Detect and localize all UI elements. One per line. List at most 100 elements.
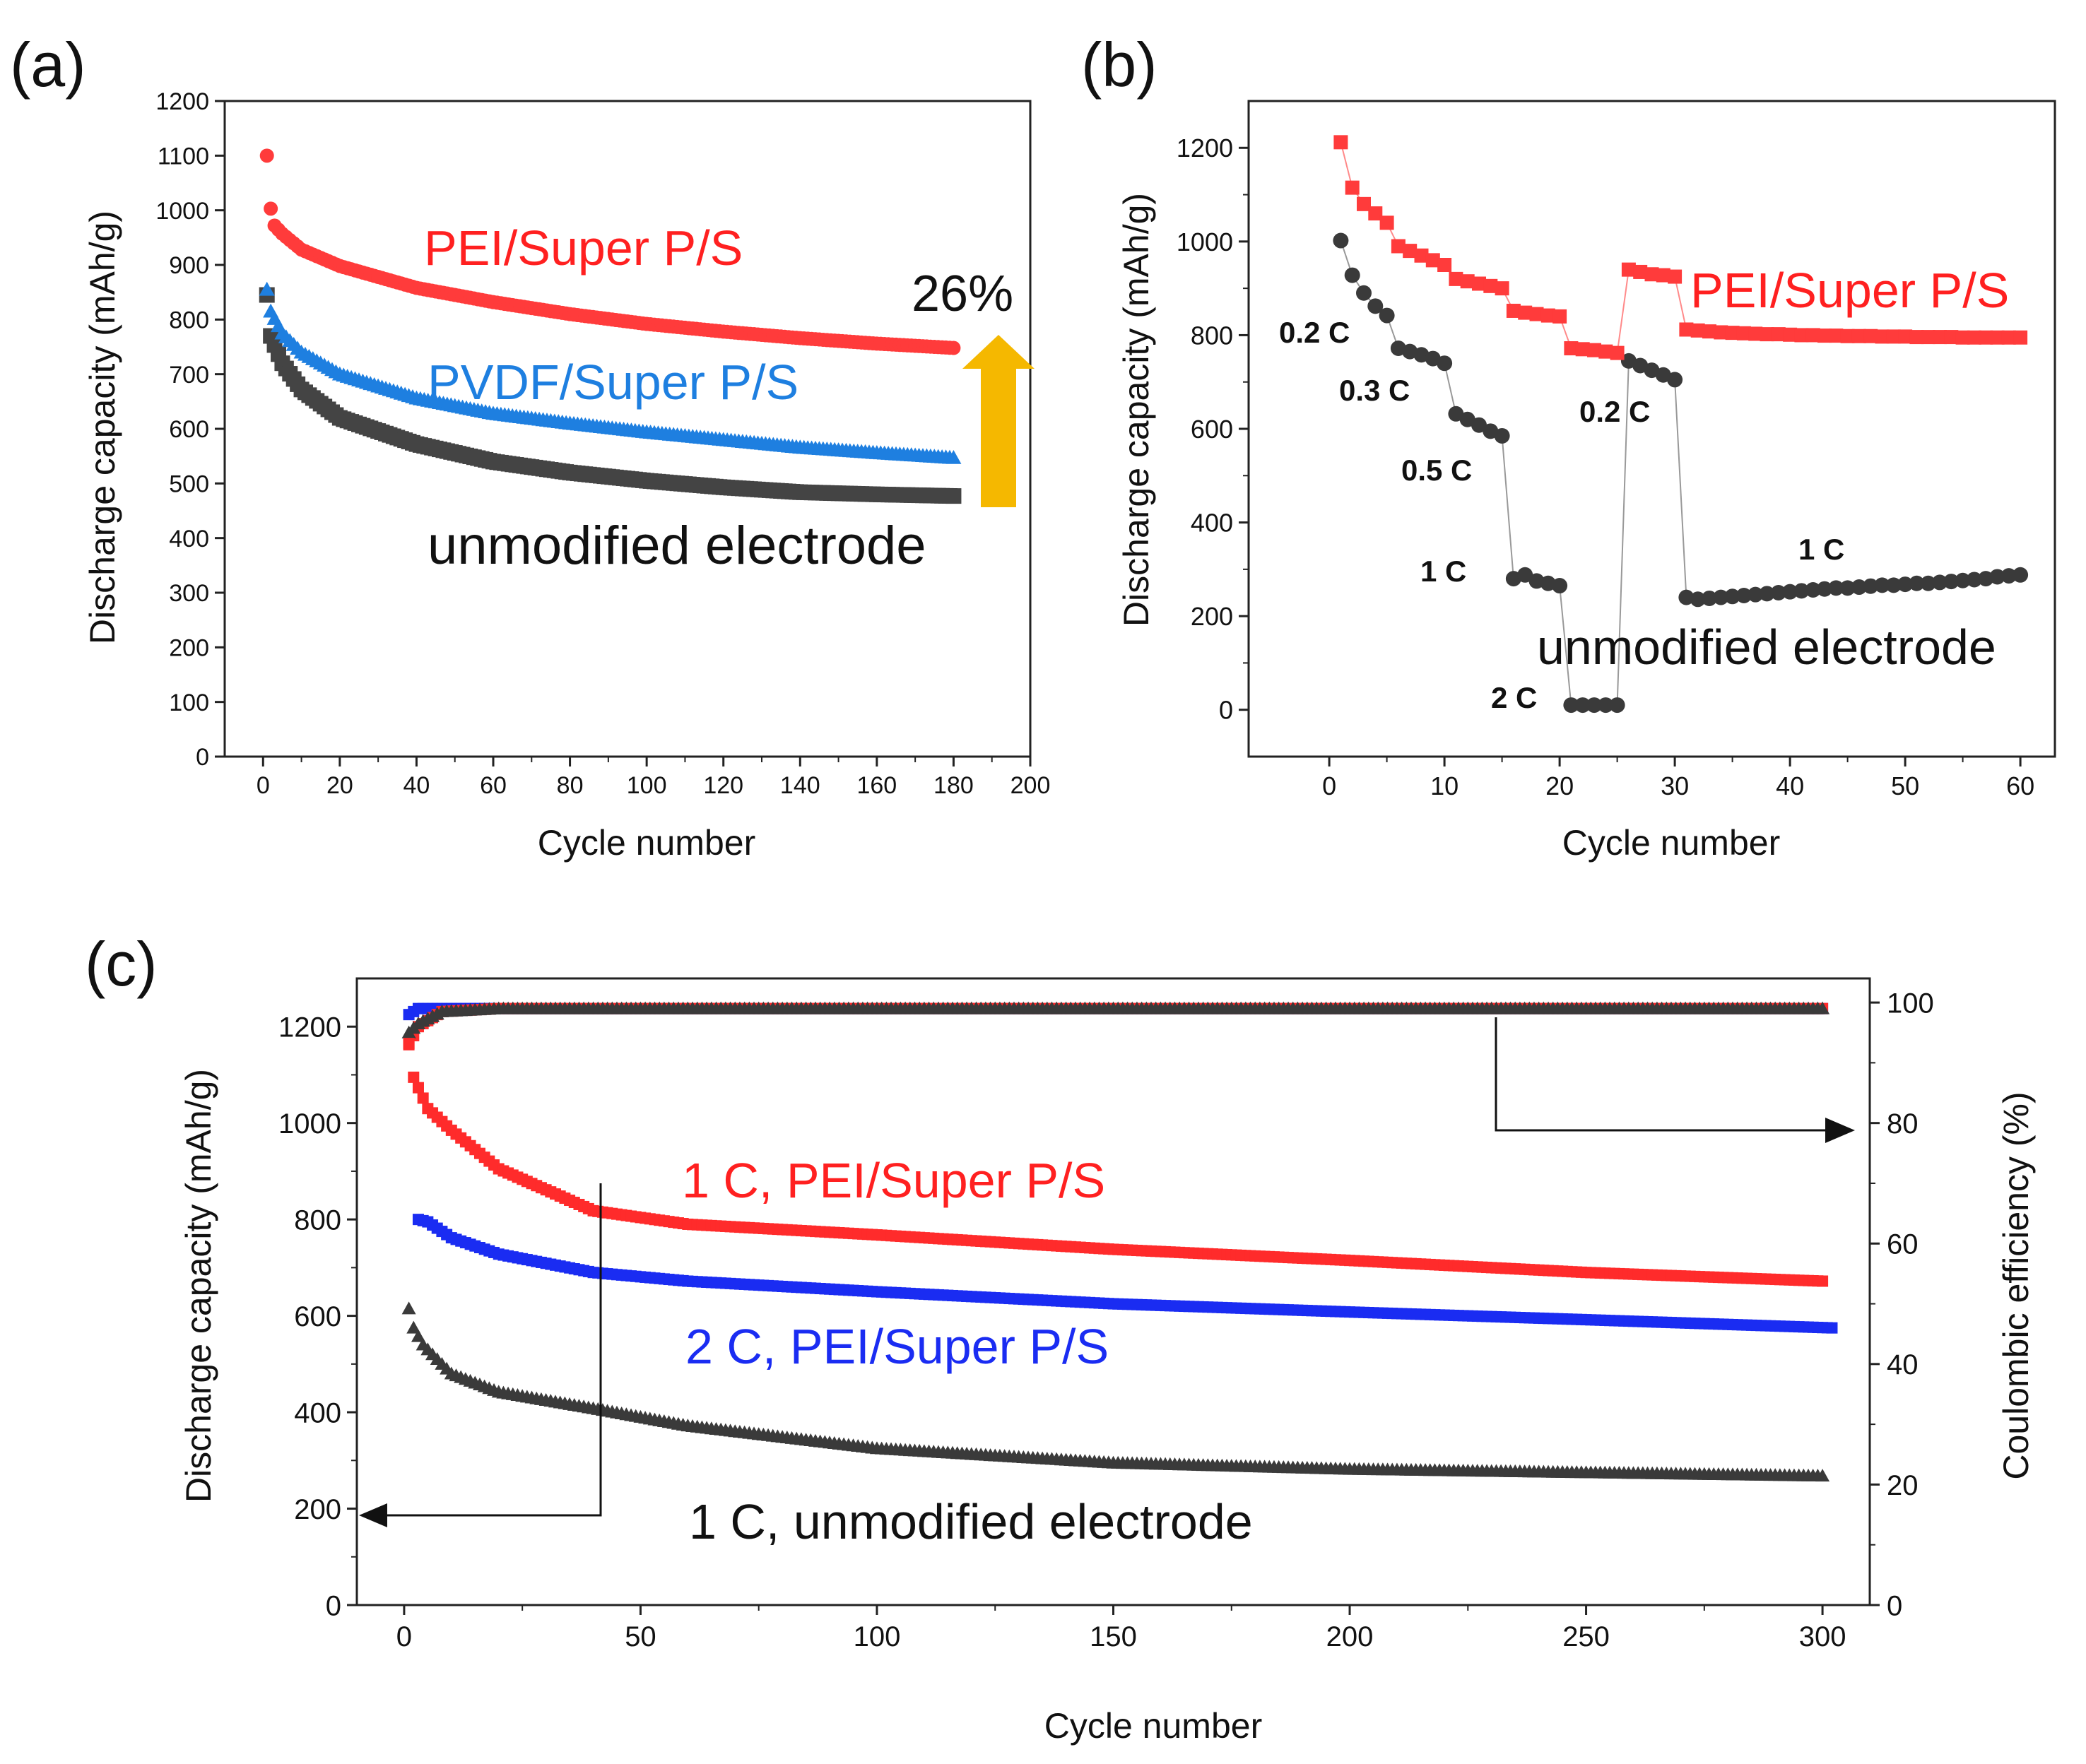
data-point bbox=[2013, 330, 2028, 345]
y2-tick-label: 80 bbox=[1887, 1108, 1919, 1140]
data-point bbox=[1667, 372, 1683, 388]
data-point bbox=[1920, 575, 1936, 591]
y-tick-label: 0 bbox=[326, 1590, 341, 1621]
data-point bbox=[1587, 343, 1601, 357]
panel-a-label-pvdf: PVDF/Super P/S bbox=[428, 355, 799, 410]
data-point bbox=[1495, 281, 1509, 296]
connector-line bbox=[1340, 142, 2021, 354]
x-tick-label: 60 bbox=[2006, 771, 2034, 800]
data-point bbox=[1690, 591, 1706, 608]
data-point bbox=[264, 201, 278, 216]
x-tick-label: 20 bbox=[326, 772, 353, 799]
data-point bbox=[1714, 325, 1728, 340]
data-point bbox=[259, 148, 274, 163]
panel-a-label-unmod: unmodified electrode bbox=[428, 516, 926, 576]
data-point bbox=[1897, 576, 1914, 593]
y-tick-label: 900 bbox=[169, 252, 209, 279]
data-point bbox=[1944, 330, 1959, 345]
x-tick-label: 50 bbox=[625, 1621, 656, 1652]
panel-c-series-1 bbox=[412, 1214, 1838, 1334]
x-tick-label: 150 bbox=[1090, 1621, 1137, 1652]
data-point bbox=[1760, 327, 1774, 342]
y-tick-label: 1200 bbox=[1177, 134, 1233, 162]
y2-tick-label: 20 bbox=[1887, 1470, 1919, 1501]
panel-a-up-arrow-shaft bbox=[981, 367, 1016, 507]
panel-c-series-0 bbox=[403, 1038, 1829, 1287]
x-tick-label: 200 bbox=[1010, 772, 1051, 799]
data-point bbox=[2013, 567, 2029, 583]
data-point bbox=[1805, 582, 1821, 598]
data-point bbox=[1403, 244, 1418, 259]
data-point bbox=[1909, 330, 1924, 345]
y-tick-label: 300 bbox=[169, 580, 209, 607]
data-point bbox=[1633, 264, 1648, 279]
panel-a-label-pei: PEI/Super P/S bbox=[424, 220, 743, 276]
y-tick-label: 1200 bbox=[155, 88, 209, 115]
data-point bbox=[1678, 589, 1695, 605]
y-tick-label: 1200 bbox=[278, 1012, 341, 1043]
data-point bbox=[1644, 267, 1659, 282]
data-point bbox=[1840, 328, 1855, 343]
data-point bbox=[1874, 577, 1890, 593]
panel-b-series bbox=[1333, 135, 2029, 714]
data-point bbox=[1563, 697, 1579, 714]
data-point bbox=[1748, 326, 1763, 341]
x-tick-label: 0 bbox=[257, 772, 270, 799]
data-point bbox=[1679, 322, 1694, 337]
data-point bbox=[1966, 572, 1982, 588]
panel-b-x-label: Cycle number bbox=[1562, 823, 1780, 863]
data-point bbox=[412, 1082, 424, 1094]
data-point bbox=[1379, 215, 1394, 230]
x-tick-label: 180 bbox=[933, 772, 974, 799]
data-point bbox=[1356, 285, 1372, 301]
data-point bbox=[411, 1329, 425, 1342]
y-tick-label: 200 bbox=[169, 635, 209, 662]
x-tick-label: 0 bbox=[1322, 771, 1336, 800]
x-tick-label: 60 bbox=[480, 772, 507, 799]
y-tick-label: 600 bbox=[169, 416, 209, 443]
x-tick-label: 20 bbox=[1545, 771, 1574, 800]
data-point bbox=[1506, 303, 1521, 318]
y-tick-label: 700 bbox=[169, 362, 209, 389]
y-tick-label: 0 bbox=[196, 744, 209, 771]
data-point bbox=[1517, 567, 1533, 583]
x-tick-label: 140 bbox=[780, 772, 820, 799]
data-point bbox=[1333, 232, 1349, 249]
data-point bbox=[1575, 342, 1590, 357]
panel-b-series-1 bbox=[1333, 232, 2029, 714]
panel-c-label-1c-pei: 1 C, PEI/Super P/S bbox=[682, 1153, 1105, 1208]
data-point bbox=[1494, 427, 1510, 444]
panel-a-axis-ticks: 0 20 40 60 80 100 120 140 160 180 200 0 100 200 300 400… bbox=[155, 88, 1050, 799]
data-point bbox=[1391, 239, 1406, 254]
y-tick-label: 400 bbox=[169, 526, 209, 552]
y-tick-label: 200 bbox=[1191, 602, 1233, 631]
y-tick-label: 500 bbox=[169, 471, 209, 498]
data-point bbox=[1598, 344, 1613, 359]
panel-b-rate-label: 0.3 C bbox=[1339, 374, 1410, 407]
y2-tick-label: 60 bbox=[1887, 1229, 1919, 1260]
data-point bbox=[1460, 274, 1475, 289]
panel-c-y2-label: Coulombic efficiency (%) bbox=[1996, 1091, 2036, 1479]
x-tick-label: 160 bbox=[856, 772, 897, 799]
data-point bbox=[1702, 324, 1716, 339]
data-point bbox=[403, 1038, 415, 1050]
data-point bbox=[417, 1092, 429, 1104]
data-point bbox=[1459, 411, 1475, 427]
data-point bbox=[1978, 571, 1994, 587]
data-point bbox=[1815, 1001, 1830, 1014]
y-tick-label: 1100 bbox=[158, 143, 209, 170]
panel-b-rate-label: 1 C bbox=[1420, 555, 1466, 588]
data-point bbox=[1817, 581, 1832, 597]
data-point bbox=[1437, 355, 1453, 372]
panel-b-label-unmod: unmodified electrode bbox=[1537, 620, 1996, 675]
data-point bbox=[1851, 579, 1867, 596]
y2-tick-label: 40 bbox=[1887, 1349, 1919, 1380]
data-point bbox=[1529, 307, 1544, 321]
x-tick-label: 250 bbox=[1562, 1621, 1610, 1652]
data-point bbox=[1345, 180, 1360, 195]
data-point bbox=[1979, 330, 1993, 345]
data-point bbox=[1564, 341, 1579, 355]
data-point bbox=[1851, 328, 1866, 343]
data-point bbox=[1609, 697, 1625, 714]
